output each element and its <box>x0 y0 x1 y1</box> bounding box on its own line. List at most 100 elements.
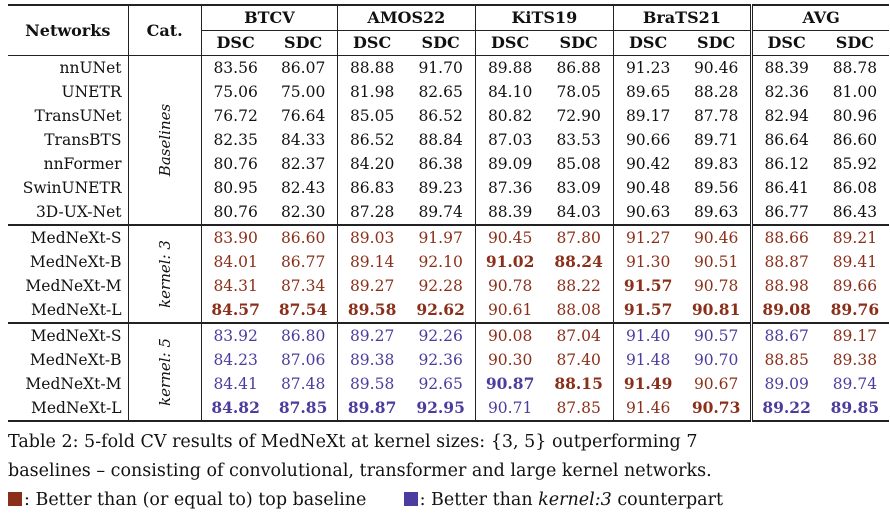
metric-cell: 80.76 <box>200 152 270 176</box>
metric-cell: 87.85 <box>269 396 338 422</box>
metric-cell: 89.38 <box>336 348 407 372</box>
metric-cell: 86.07 <box>269 55 338 80</box>
metric-cell: 84.31 <box>200 274 270 298</box>
metric-cell: 89.22 <box>749 396 821 422</box>
metric-cell: 90.63 <box>612 200 683 225</box>
metric-cell: 90.57 <box>682 322 752 348</box>
category-label: kernel: 5 <box>127 322 202 422</box>
metric-cell: 92.65 <box>418 375 463 393</box>
metric-cell: 88.22 <box>556 277 601 295</box>
table-row: MedNeXt-S kernel: 5 83.92 86.80 89.27 92.26 90… <box>8 322 890 422</box>
metric-cell: 86.88 <box>544 55 614 80</box>
table-row: SwinUNETR 80.95 82.43 86.83 89.23 87.36 83.09 9… <box>8 176 889 200</box>
metric-cell: 87.36 <box>474 176 545 200</box>
metric-cell: 89.27 <box>336 322 407 348</box>
metric-cell: 88.08 <box>556 301 601 319</box>
table-row: TransBTS 82.35 84.33 86.52 88.84 87.03 83.53 90… <box>8 128 889 152</box>
header-sdc: SDC <box>544 30 614 56</box>
metric-cell: 75.00 <box>280 83 326 101</box>
network-name: MedNeXt-L <box>31 301 122 319</box>
metric-cell: 82.35 <box>200 128 270 152</box>
metric-cell: 89.03 <box>336 224 407 250</box>
network-name: nnUNet <box>8 55 128 80</box>
metric-cell: 88.84 <box>418 131 463 149</box>
metric-cell: 89.17 <box>612 104 683 128</box>
network-name: MedNeXt-B <box>29 351 122 369</box>
table-caption: Table 2: 5-fold CV results of MedNeXt at… <box>8 428 886 515</box>
metric-cell: 90.87 <box>474 372 545 396</box>
metric-cell: 89.27 <box>336 274 407 298</box>
metric-cell: 90.78 <box>693 277 739 295</box>
table-row: MedNeXt-M 84.41 87.48 89.58 92.65 90.87 88.15 9… <box>8 372 889 396</box>
metric-cell: 90.51 <box>693 253 739 271</box>
metric-cell: 89.41 <box>832 253 878 271</box>
metric-cell: 92.26 <box>406 322 476 348</box>
network-name: MedNeXt-S <box>8 322 128 348</box>
network-name: MedNeXt-L <box>8 396 128 422</box>
metric-cell: 87.85 <box>544 396 614 422</box>
metric-cell: 83.56 <box>200 55 270 80</box>
category-label: kernel: 3 <box>127 224 202 323</box>
metric-cell: 89.87 <box>336 396 407 422</box>
metric-cell: 87.06 <box>280 351 326 369</box>
metric-cell: 87.78 <box>693 107 739 125</box>
metric-cell: 86.60 <box>269 224 338 250</box>
metric-cell: 84.01 <box>200 250 270 274</box>
metric-cell: 91.23 <box>612 55 683 80</box>
metric-cell: 91.02 <box>474 250 545 274</box>
metric-cell: 82.65 <box>418 83 463 101</box>
metric-cell: 87.04 <box>544 322 614 348</box>
metric-cell: 84.03 <box>556 203 601 221</box>
metric-cell: 88.78 <box>820 55 890 80</box>
network-name: UNETR <box>61 83 122 101</box>
metric-cell: 84.41 <box>200 372 270 396</box>
header-sdc: SDC <box>406 30 476 56</box>
network-name: nnFormer <box>43 155 122 173</box>
metric-cell: 89.74 <box>832 375 878 393</box>
metric-cell: 84.82 <box>200 396 270 422</box>
metric-cell: 91.30 <box>612 250 683 274</box>
metric-cell: 84.23 <box>200 348 270 372</box>
table-row: TransUNet 76.72 76.64 85.05 86.52 80.82 72.90 8… <box>8 104 889 128</box>
metric-cell: 88.15 <box>554 374 603 393</box>
metric-cell: 88.28 <box>693 83 739 101</box>
metric-cell: 91.57 <box>612 298 683 323</box>
metric-cell: 87.03 <box>474 128 545 152</box>
header-dsc: DSC <box>612 30 683 56</box>
caption-legend: : Better than (or equal to) top baseline… <box>8 486 886 515</box>
metric-cell: 82.36 <box>749 80 821 104</box>
metric-cell: 88.67 <box>749 322 821 348</box>
metric-cell: 84.33 <box>280 131 326 149</box>
metric-cell: 80.96 <box>832 107 878 125</box>
metric-cell: 87.28 <box>336 200 407 225</box>
category-label-text: kernel: 5 <box>155 338 174 406</box>
header-dataset-amos22: AMOS22 <box>336 4 476 31</box>
metric-cell: 89.09 <box>474 152 545 176</box>
metric-cell: 89.71 <box>693 131 739 149</box>
table-row: MedNeXt-S kernel: 3 83.90 86.60 89.03 91.97 90… <box>8 224 890 323</box>
table-row: nnUNet Baselines 83.56 86.07 88.88 91.70 89.88… <box>8 55 890 225</box>
metric-cell: 90.46 <box>682 55 752 80</box>
metric-cell: 82.43 <box>280 179 326 197</box>
metric-cell: 88.66 <box>749 224 821 250</box>
header-dsc: DSC <box>336 30 407 56</box>
metric-cell: 72.90 <box>556 107 601 125</box>
metric-cell: 88.87 <box>749 250 821 274</box>
metric-cell: 88.24 <box>554 252 603 271</box>
network-name: TransBTS <box>44 131 122 149</box>
metric-cell: 84.10 <box>474 80 545 104</box>
metric-cell: 85.08 <box>556 155 601 173</box>
metric-cell: 91.27 <box>612 224 683 250</box>
metric-cell: 91.97 <box>406 224 476 250</box>
results-body: nnUNet Baselines 83.56 86.07 88.88 91.70 89.88… <box>8 55 890 422</box>
metric-cell: 86.41 <box>749 176 821 200</box>
metric-cell: 91.57 <box>612 274 683 298</box>
metric-cell: 83.90 <box>200 224 270 250</box>
metric-cell: 86.43 <box>832 203 878 221</box>
metric-cell: 76.64 <box>280 107 326 125</box>
metric-cell: 89.08 <box>749 298 821 323</box>
header-dataset-brats21: BraTS21 <box>612 4 752 31</box>
metric-cell: 87.34 <box>280 277 326 295</box>
metric-cell: 90.46 <box>682 224 752 250</box>
